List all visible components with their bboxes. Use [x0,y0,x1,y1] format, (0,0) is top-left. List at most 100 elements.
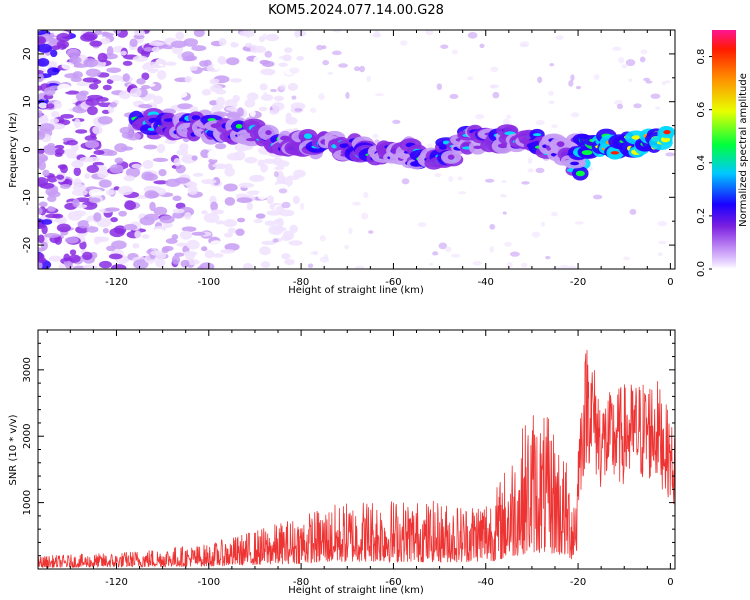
noise-blob [57,139,64,144]
signal-core [191,115,201,121]
noise-blob [322,59,330,66]
noise-blob [73,167,81,177]
noise-blob [212,253,224,258]
noise-blob [97,236,109,242]
noise-blob [650,93,661,99]
noise-blob [273,95,285,102]
noise-blob [97,115,113,125]
noise-blob [209,100,218,106]
noise-blob [661,80,667,86]
noise-blob [272,238,279,243]
noise-blob [83,58,99,68]
noise-blob [89,40,103,47]
noise-blob [210,240,223,248]
noise-blob [319,235,326,242]
noise-blob [99,179,112,188]
x-tick-label: 0 [667,577,673,588]
noise-blob [93,212,102,222]
noise-blob [102,228,109,234]
noise-blob [225,106,238,111]
noise-blob [156,143,166,154]
noise-blob [78,90,89,96]
noise-blob [99,37,111,45]
noise-blob [623,256,631,261]
noise-blob [290,102,306,111]
noise-blob [141,171,155,181]
spectrogram-ylabel: Frequency (Hz) [8,112,19,188]
noise-blob [280,235,292,241]
colorbar-tick-label: 0.8 [696,49,707,65]
noise-blob [57,83,72,93]
noise-blob [489,224,496,230]
noise-blob [49,118,60,124]
noise-blob [47,175,58,183]
signal-core [631,135,642,140]
noise-blob [201,88,212,96]
y-tick: 3000 [22,357,675,383]
noise-blob [176,242,188,247]
x-tick: -40 [478,30,494,288]
noise-blob [82,251,93,261]
colorbar-tick-label: 0.4 [696,155,707,171]
noise-blob [555,34,564,41]
noise-blob [264,220,277,226]
noise-blob [658,240,667,245]
noise-blob [628,78,633,83]
y-tick: 1000 [22,490,675,515]
noise-blob [244,156,258,164]
noise-blob [294,30,307,37]
signal-core [265,130,272,136]
noise-blob [502,118,511,126]
noise-blob [170,40,187,49]
noise-blob [82,77,99,83]
noise-blob [253,219,263,224]
noise-blob [612,46,622,51]
noise-blob [165,61,177,66]
noise-blob [239,30,255,38]
snr-series-line [38,349,675,569]
colorbar-tick-label: 0.6 [696,102,707,118]
colorbar: 0.0 0.2 0.4 0.6 0.8 Normalized spectral ampl… [696,30,749,277]
noise-blob [179,230,193,240]
noise-blob [109,74,123,82]
noise-blob [260,163,269,173]
noise-blob [132,55,148,62]
x-tick: -120 [105,330,128,588]
noise-blob [56,223,71,233]
noise-blob [88,188,104,198]
noise-blob [640,49,648,55]
noise-blob [147,191,160,199]
y-tick-label: -20 [22,237,33,253]
noise-blob [270,88,278,93]
noise-blob [171,234,179,240]
noise-blob [144,61,160,69]
noise-blob [141,72,150,81]
colorbar-tick-label: 0.0 [696,261,707,277]
noise-blob [224,163,233,170]
noise-blob [183,55,198,62]
noise-blob [245,42,253,48]
noise-blob [467,76,474,81]
noise-blob [192,172,204,177]
noise-blob [48,255,63,262]
noise-blob [191,155,198,161]
noise-blob [82,31,98,41]
noise-blob [76,81,90,87]
noise-blob [186,259,200,266]
noise-blob [289,224,298,234]
colorbar-tick: 0.0 [696,261,712,277]
noise-blob [665,152,675,157]
colorbar-gradient [712,30,736,269]
noise-blob [432,251,439,256]
noise-blob [138,104,153,109]
noise-blob [84,135,97,142]
figure-title: KOM5.2024.077.14.00.G28 [268,3,444,18]
noise-blob [284,47,293,54]
noise-blob [260,68,276,76]
noise-blob [87,94,104,100]
noise-blob [152,157,169,163]
noise-blob [86,226,99,233]
noise-blob [104,207,120,212]
noise-blob [73,118,81,129]
